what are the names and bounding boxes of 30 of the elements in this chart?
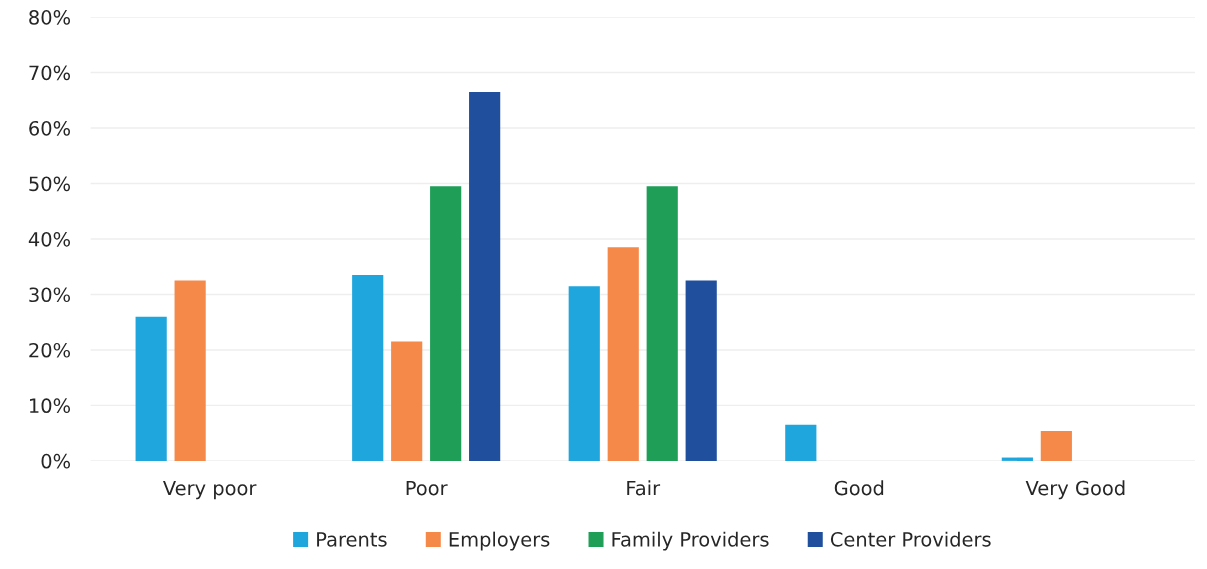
bar	[685, 280, 717, 461]
y-tick-label: 40%	[28, 231, 71, 247]
bar	[469, 91, 501, 461]
legend-label: Parents	[317, 532, 387, 547]
x-tick-label: Good	[834, 480, 884, 496]
x-tick-label: Very poor	[162, 480, 257, 500]
bar	[391, 341, 423, 461]
legend-label: Family Providers	[612, 531, 769, 551]
y-tick-label: 30%	[29, 287, 71, 303]
x-tick-label: Fair	[627, 480, 661, 496]
y-tick-label: 10%	[30, 398, 71, 414]
bar	[646, 186, 678, 461]
bar	[174, 280, 206, 461]
bar	[568, 286, 600, 461]
y-tick-label: 20%	[29, 342, 71, 358]
bar	[135, 316, 167, 461]
bar	[785, 424, 817, 461]
legend-label: Center Providers	[830, 531, 991, 547]
legend-label: Employers	[449, 531, 550, 551]
x-tick-label: Poor	[406, 480, 448, 496]
y-tick-label: 60%	[29, 120, 71, 136]
bar	[430, 186, 462, 461]
y-tick-label: 50%	[29, 176, 71, 192]
y-tick-label: 0%	[41, 453, 71, 469]
y-tick-label: 80%	[29, 10, 71, 25]
y-tick-label: 70%	[29, 65, 71, 81]
bar	[1040, 430, 1072, 461]
bar	[352, 275, 384, 461]
x-tick-label: Very Good	[1025, 480, 1125, 500]
bar	[607, 247, 639, 461]
